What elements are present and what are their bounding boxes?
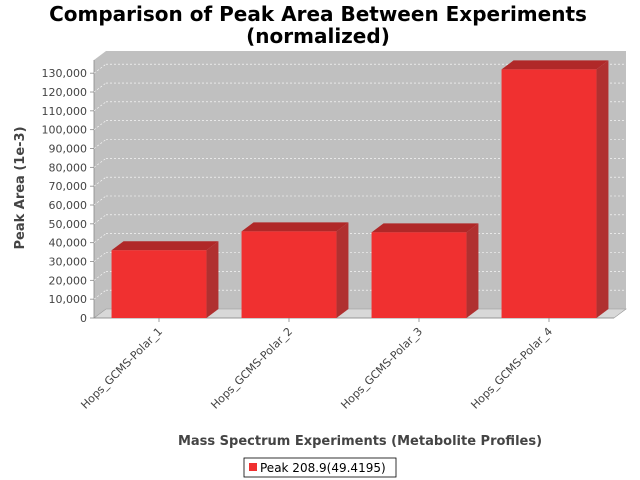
y-tick-label: 20,000 [49, 274, 88, 287]
bars [111, 60, 609, 319]
gridline-diagonal [93, 158, 107, 168]
gridline-diagonal [93, 139, 107, 149]
gridline-diagonal [93, 82, 107, 93]
gridline-diagonal [93, 101, 107, 112]
gridline-diagonal [93, 271, 107, 281]
y-tick-label: 120,000 [42, 86, 88, 99]
bar-front [371, 232, 467, 318]
gridline-diagonal [93, 252, 107, 262]
x-tick-label: Hops_GCMS-Polar_1 [78, 325, 165, 412]
bar [111, 241, 219, 318]
plot-area [93, 51, 627, 319]
bar-side [596, 60, 609, 319]
bar-top [371, 223, 479, 233]
legend: Peak 208.9(49.4195) [243, 457, 397, 478]
y-tick-label: 40,000 [49, 237, 88, 250]
gridline-diagonal [93, 176, 107, 187]
gridline-diagonal [93, 289, 107, 300]
x-tick-label: Hops_GCMS-Polar_2 [208, 325, 295, 412]
bar-front [111, 250, 207, 318]
bar-side [206, 241, 219, 318]
bar-top [241, 222, 349, 232]
x-tick-label: Hops_GCMS-Polar_3 [338, 325, 425, 412]
bar [371, 223, 479, 318]
bar-side [466, 223, 479, 318]
y-tick-label: 70,000 [49, 180, 88, 193]
chart-title-line-2: (normalized) [246, 24, 390, 48]
chart-title-line-1: Comparison of Peak Area Between Experime… [49, 2, 587, 26]
gridline-diagonal [93, 214, 107, 225]
x-axis-label: Mass Spectrum Experiments (Metabolite Pr… [178, 434, 542, 449]
bar-front [241, 231, 337, 318]
legend-entry: Peak 208.9(49.4195) [260, 461, 386, 475]
y-axis-label: Peak Area (1e-3) [13, 126, 28, 249]
y-tick-label: 0 [80, 312, 87, 325]
bar [501, 60, 609, 319]
x-tick-label: Hops_GCMS-Polar_4 [468, 325, 555, 412]
y-tick-label: 130,000 [42, 67, 88, 80]
legend-box [243, 457, 397, 478]
y-axis-ticks: 0 10,000 20,000 30,000 40,000 50,000 60,000 70,… [42, 67, 94, 325]
bar [241, 222, 349, 318]
y-tick-label: 80,000 [49, 161, 88, 174]
gridline-diagonal [93, 195, 107, 206]
bar-front [501, 69, 597, 318]
y-tick-label: 110,000 [42, 105, 88, 118]
gridline-diagonal [93, 63, 107, 74]
bar-top [501, 60, 609, 70]
y-tick-label: 50,000 [49, 218, 88, 231]
plot-back-wall [94, 51, 626, 318]
legend-swatch [249, 463, 257, 471]
y-tick-label: 90,000 [49, 143, 88, 156]
y-tick-label: 30,000 [49, 256, 88, 269]
bar-top [111, 241, 219, 251]
x-axis-ticks: Hops_GCMS-Polar_1 Hops_GCMS-Polar_2 Hops_G… [78, 318, 555, 412]
gridline-diagonal [93, 120, 107, 130]
y-tick-label: 100,000 [42, 124, 88, 137]
y-tick-label: 10,000 [49, 293, 88, 306]
y-tick-label: 60,000 [49, 199, 88, 212]
bar-side [336, 222, 349, 318]
gridline-diagonal [93, 233, 107, 243]
